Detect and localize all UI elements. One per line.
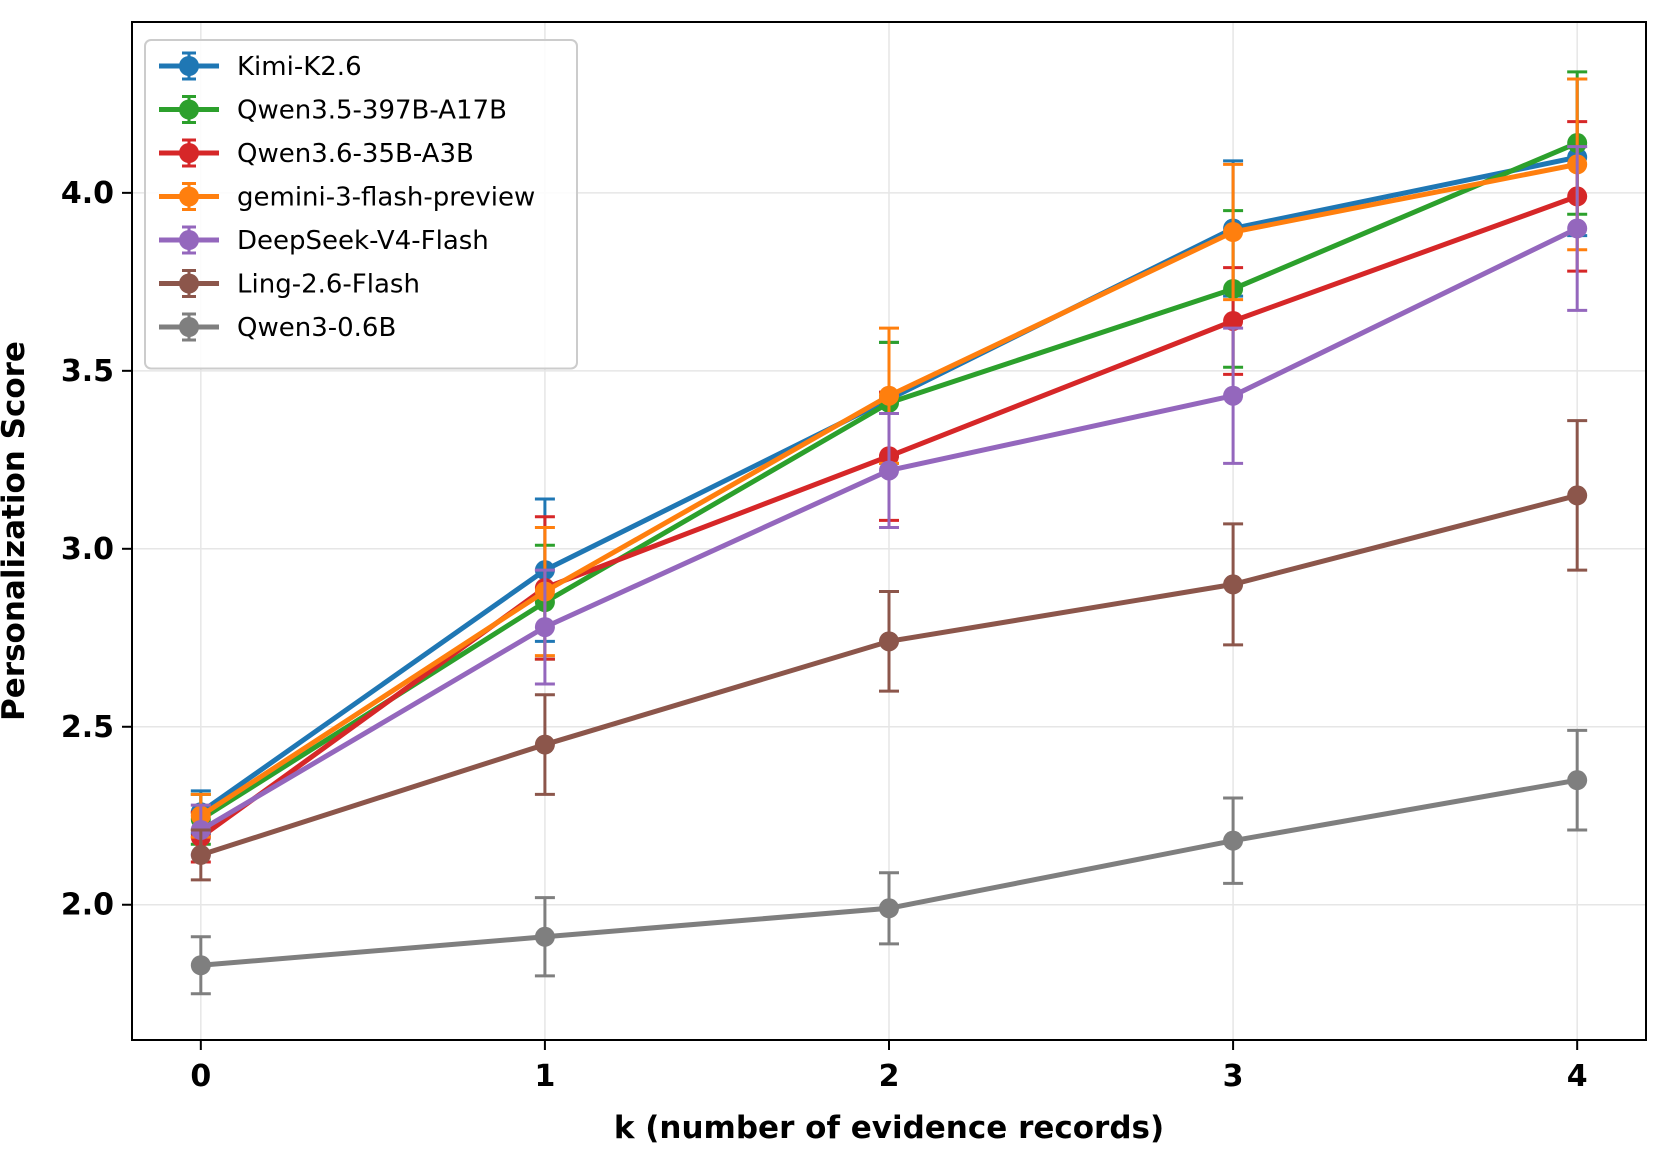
y-tick-label: 3.0	[61, 532, 114, 567]
legend-label: Ling-2.6-Flash	[237, 270, 420, 300]
legend-box	[144, 39, 578, 370]
data-point	[1223, 222, 1244, 243]
legend-entry: Qwen3-0.6B	[159, 312, 396, 343]
y-axis-label: Personalization Score	[0, 341, 32, 721]
data-point	[534, 926, 555, 947]
legend-marker	[179, 186, 199, 207]
x-tick-label: 4	[1567, 1059, 1588, 1094]
data-point	[1567, 485, 1588, 506]
legend-marker	[179, 99, 199, 120]
legend-label: Qwen3-0.6B	[237, 313, 396, 343]
data-point	[1567, 770, 1588, 791]
legend-marker	[179, 317, 199, 337]
legend-label: Qwen3.6-35B-A3B	[237, 139, 474, 169]
legend-label: DeepSeek-V4-Flash	[237, 226, 489, 256]
data-point	[879, 898, 899, 919]
data-point	[190, 844, 211, 865]
data-point	[879, 385, 899, 406]
legend-marker	[179, 273, 199, 294]
x-tick-label: 3	[1223, 1059, 1244, 1094]
legend: Kimi-K2.6 Qwen3.5-397B-A17B Qwen3.6-35B-A3…	[144, 39, 578, 370]
y-tick-label: 2.0	[61, 888, 114, 923]
ticks: 0 1 2 3 4 2.0 2.5 3.0 3.5 4.0	[61, 176, 1588, 1094]
legend-label: gemini-3-flash-preview	[237, 183, 535, 213]
legend-label: Kimi-K2.6	[237, 52, 362, 82]
legend-entry: Ling-2.6-Flash	[159, 269, 420, 300]
series-layer	[190, 70, 1588, 996]
y-tick-label: 3.5	[61, 354, 114, 389]
legend-entry: gemini-3-flash-preview	[159, 182, 535, 213]
legend-entry: Kimi-K2.6	[159, 51, 362, 82]
legend-marker	[179, 230, 199, 250]
legend-marker	[179, 56, 199, 76]
legend-marker	[179, 143, 199, 163]
data-point	[534, 617, 555, 638]
data-point	[1567, 218, 1588, 239]
series-6	[190, 728, 1588, 996]
legend-label: Qwen3.5-397B-A17B	[237, 96, 507, 126]
x-tick-label: 1	[534, 1059, 555, 1094]
data-point	[1223, 830, 1244, 851]
series-5	[190, 419, 1588, 882]
data-point	[190, 955, 211, 976]
x-axis-label: k (number of evidence records)	[614, 1110, 1164, 1146]
legend-entry: Qwen3.5-397B-A17B	[159, 95, 507, 126]
legend-entry: DeepSeek-V4-Flash	[159, 225, 489, 256]
data-point	[1223, 310, 1244, 331]
data-point	[1223, 574, 1244, 595]
data-point	[879, 631, 899, 652]
data-point	[1223, 385, 1244, 406]
data-point	[879, 460, 899, 481]
y-tick-label: 4.0	[61, 176, 114, 211]
x-tick-label: 2	[879, 1059, 900, 1094]
x-tick-label: 0	[190, 1059, 211, 1094]
legend-entry: Qwen3.6-35B-A3B	[159, 138, 474, 169]
y-tick-label: 2.5	[61, 710, 114, 745]
data-point	[534, 734, 555, 755]
